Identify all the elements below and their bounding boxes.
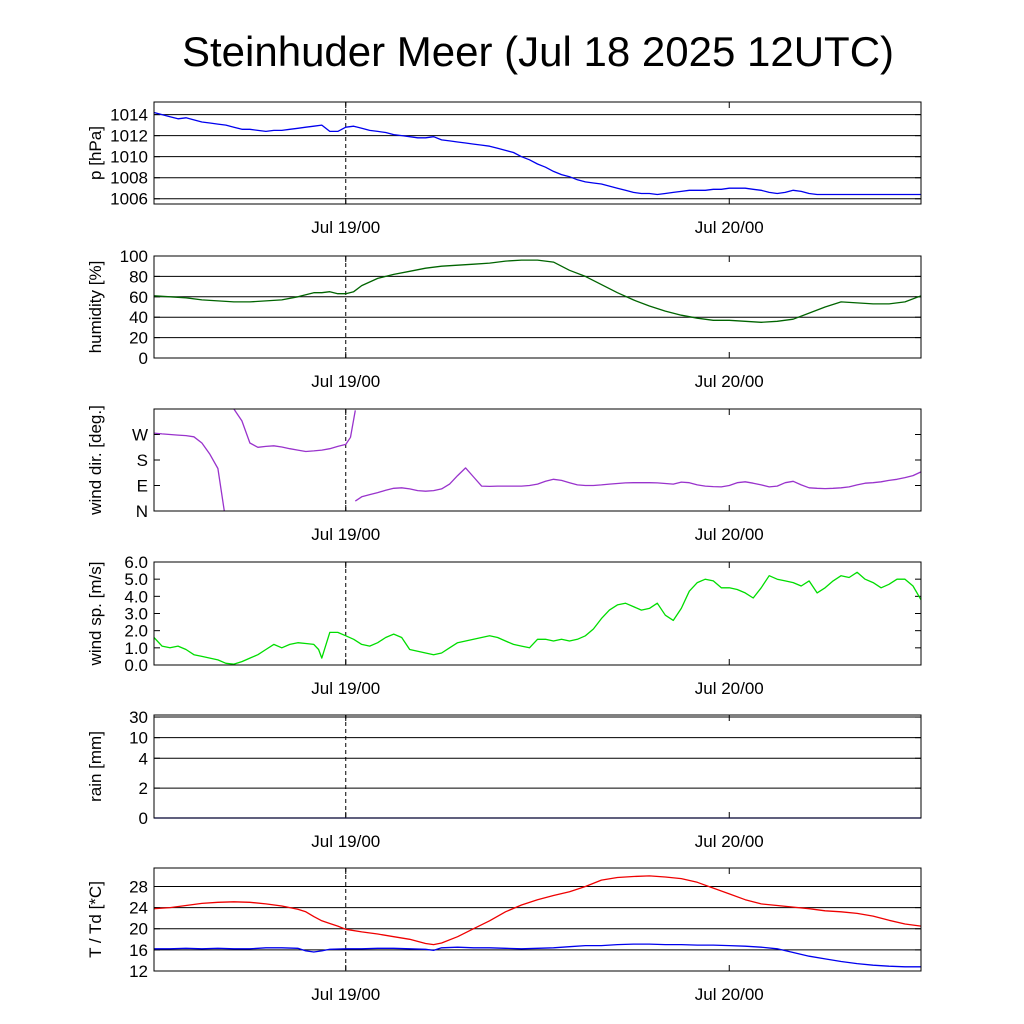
y-tick-label: 1014 — [110, 106, 148, 125]
x-tick-label: Jul 19/00 — [311, 679, 380, 698]
y-axis-label: wind sp. [m/s] — [86, 562, 105, 667]
panel-rain: 0 2 410 30 Jul 19/00 Jul 20/00 rain [mm] — [86, 708, 922, 851]
y-tick-label: 3.0 — [124, 605, 148, 624]
plot-frame — [153, 408, 922, 512]
y-tick-label: S — [137, 451, 148, 470]
x-tick-label: Jul 20/00 — [695, 218, 764, 237]
series-line-wind_direction — [153, 432, 225, 512]
x-tick-label: Jul 20/00 — [695, 832, 764, 851]
series-line-wind_speed — [153, 571, 922, 665]
y-tick-label: 30 — [129, 708, 148, 727]
y-tick-label: 0 — [139, 809, 148, 828]
y-tick-label: 2.0 — [124, 622, 148, 641]
y-tick-label: W — [132, 426, 148, 445]
y-axis-label: p [hPa] — [86, 126, 105, 180]
x-tick-label: Jul 20/00 — [695, 679, 764, 698]
y-tick-label: 40 — [129, 308, 148, 327]
y-tick-label: 16 — [129, 941, 148, 960]
plot-frame — [153, 101, 922, 205]
panel-temperature: 12 16 20 24 28 Jul 19/00 Jul 20/00 T / Td [*C] — [86, 867, 922, 1004]
y-axis-label: T / Td [*C] — [86, 881, 105, 958]
series-line-humidity — [153, 259, 922, 323]
y-tick-label: 60 — [129, 288, 148, 307]
plot-frame — [153, 561, 922, 666]
x-tick-label: Jul 19/00 — [311, 525, 380, 544]
y-tick-label: 20 — [129, 920, 148, 939]
y-tick-label: 5.0 — [124, 570, 148, 589]
y-tick-label: 6.0 — [124, 553, 148, 572]
series-line-temperature — [154, 943, 921, 968]
series-line-pressure — [153, 111, 921, 196]
y-axis-label: rain [mm] — [86, 731, 105, 802]
y-tick-label: 10 — [129, 729, 148, 748]
y-tick-label: 0 — [139, 349, 148, 368]
y-tick-label: 1008 — [110, 169, 148, 188]
x-tick-label: Jul 19/00 — [311, 832, 380, 851]
y-tick-label: 12 — [129, 962, 148, 981]
y-tick-label: 1006 — [110, 190, 148, 209]
x-tick-label: Jul 19/00 — [311, 372, 380, 391]
y-tick-label: 1012 — [110, 127, 148, 146]
y-tick-label: 4.0 — [124, 587, 148, 606]
y-tick-label: 100 — [120, 247, 148, 266]
y-tick-label: N — [136, 502, 148, 521]
x-tick-label: Jul 20/00 — [695, 525, 764, 544]
y-tick-label: 2 — [139, 779, 148, 798]
panel-pressure: 1006 1008 1010 1012 1014 Jul 19/00 Jul 20/00 p … — [86, 101, 922, 237]
plot-frame — [153, 714, 922, 819]
y-tick-label: 24 — [129, 899, 148, 918]
x-tick-label: Jul 19/00 — [311, 985, 380, 1004]
y-tick-label: 20 — [129, 329, 148, 348]
chart-title: Steinhuder Meer (Jul 18 2025 12UTC) — [182, 28, 894, 75]
y-tick-label: 4 — [139, 749, 148, 768]
series-line-wind_direction — [354, 467, 922, 502]
y-axis-label: humidity [%] — [86, 261, 105, 354]
y-tick-label: 1.0 — [124, 639, 148, 658]
x-tick-label: Jul 20/00 — [695, 372, 764, 391]
y-tick-label: 80 — [129, 267, 148, 286]
y-tick-label: 28 — [129, 877, 148, 896]
series-line-temperature — [153, 875, 922, 946]
y-tick-label: E — [137, 477, 148, 496]
panel-wind_speed: 0.01.02.03.04.05.06.0 Jul 19/00 Jul 20/00 w… — [86, 553, 922, 698]
y-axis-label: wind dir. [deg.] — [86, 405, 105, 516]
x-tick-label: Jul 20/00 — [695, 985, 764, 1004]
y-tick-label: 1010 — [110, 148, 148, 167]
plot-frame — [153, 255, 922, 359]
x-tick-label: Jul 19/00 — [311, 218, 380, 237]
y-tick-label: 0.0 — [124, 656, 148, 675]
series-line-wind_direction — [233, 408, 356, 453]
plot-frame — [153, 867, 922, 972]
